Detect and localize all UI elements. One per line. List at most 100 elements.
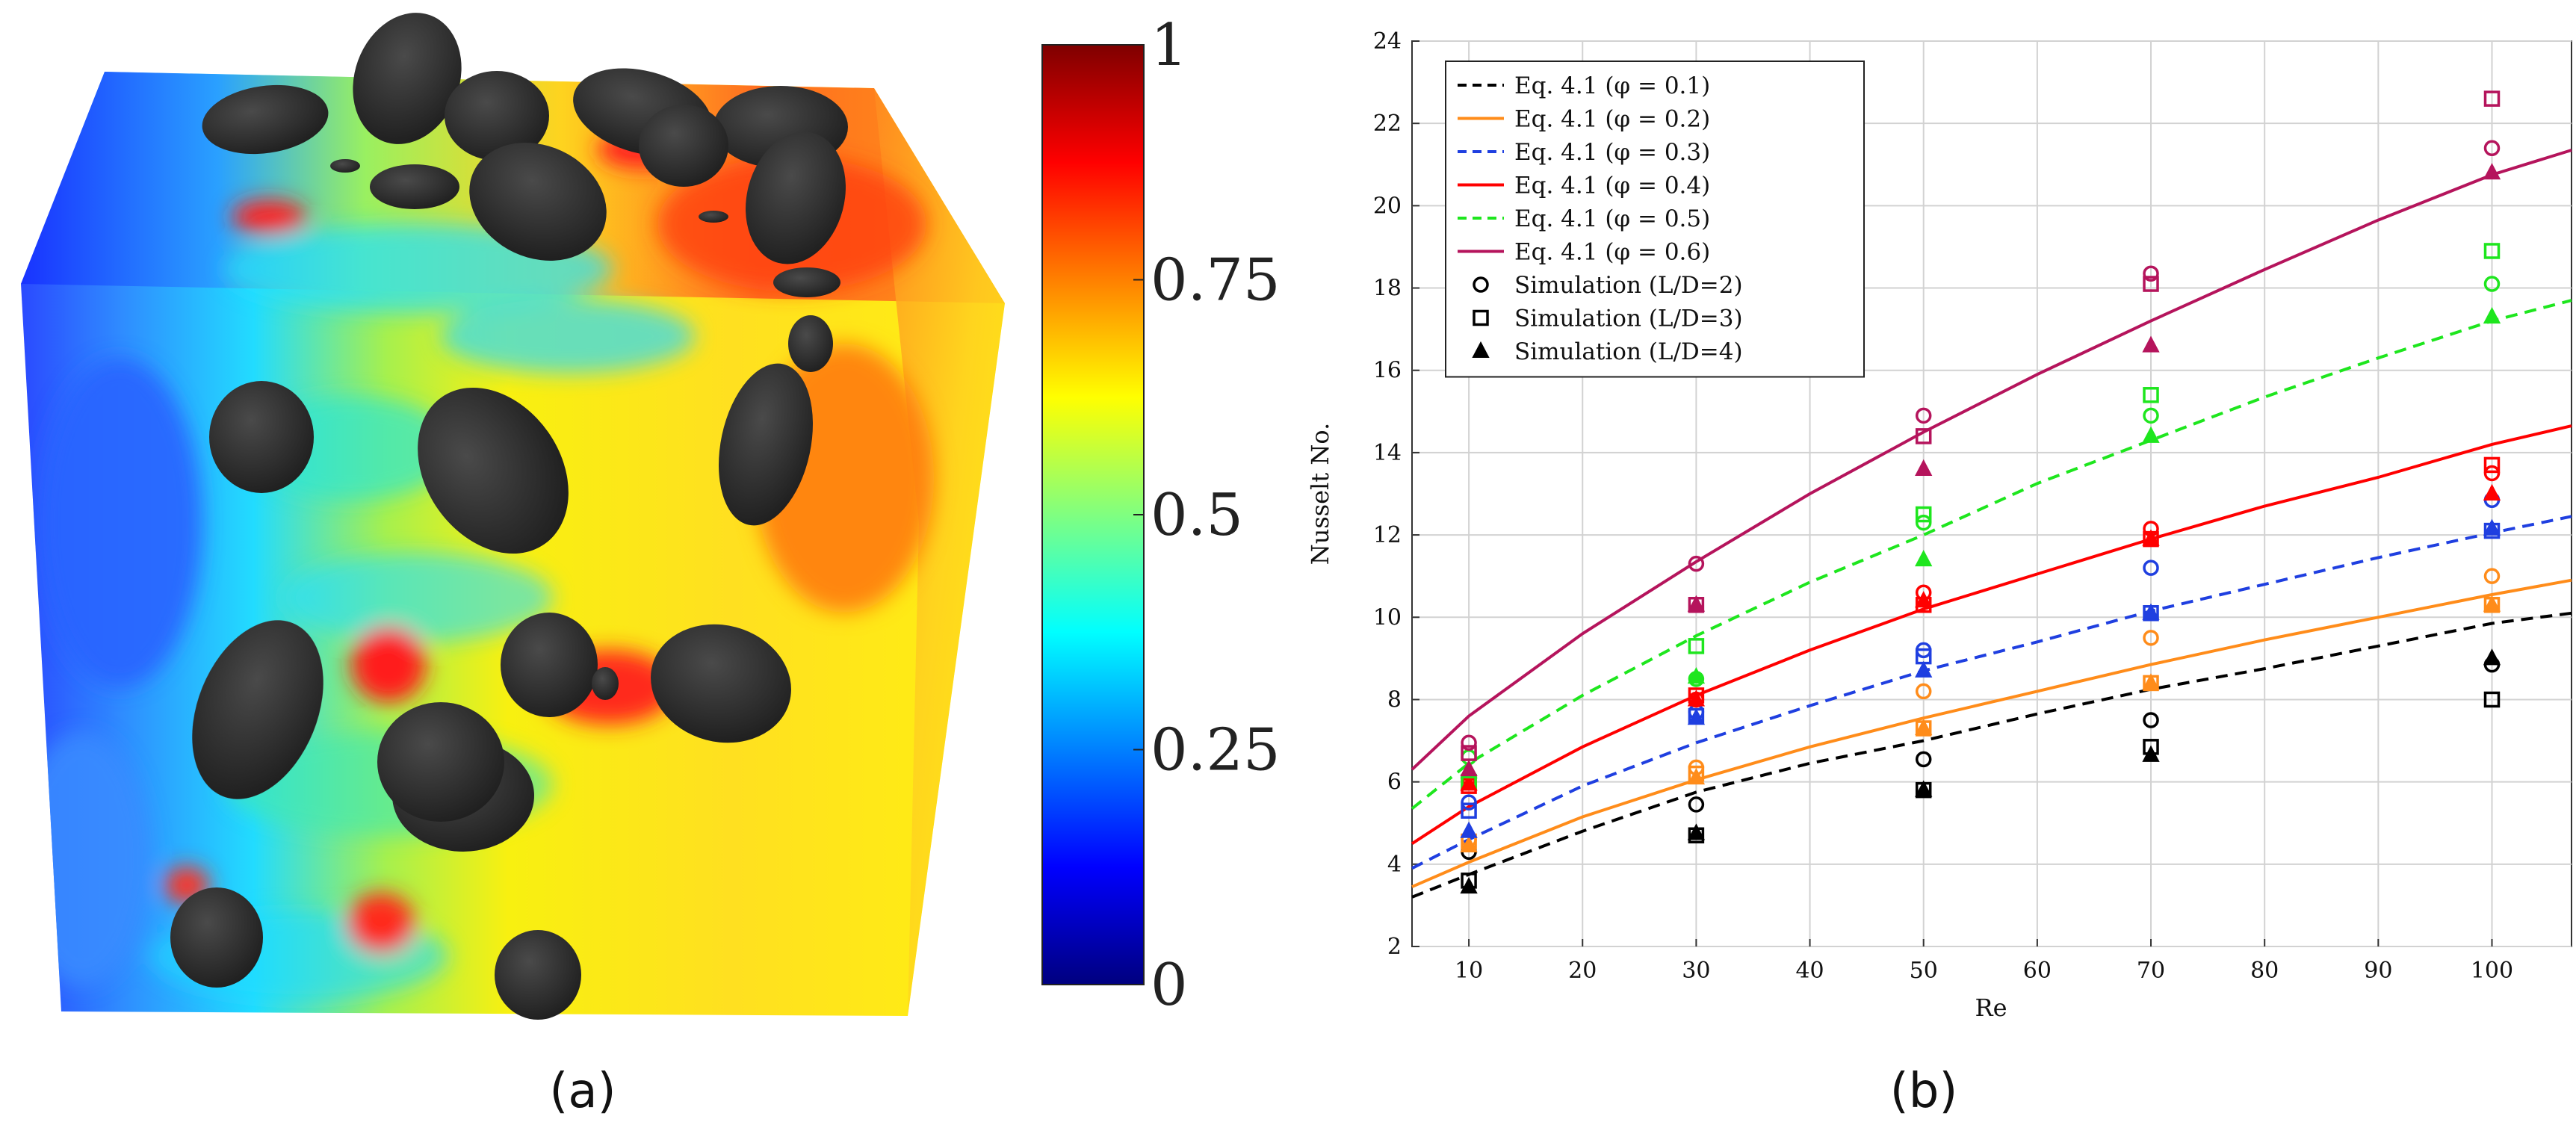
data-point-triangle: [1915, 660, 1933, 678]
data-point-square: [2483, 456, 2501, 474]
data-point-circle: [1461, 794, 1477, 811]
data-point-circle: [2143, 630, 2159, 646]
data-point-triangle: [2142, 335, 2160, 353]
data-point-circle: [1461, 734, 1477, 752]
data-point-square: [1915, 428, 1932, 444]
data-point-square: [1473, 309, 1489, 326]
data-point-triangle: [2483, 163, 2501, 180]
series-line: [1411, 149, 2572, 771]
data-point-triangle: [2142, 529, 2160, 546]
x-tick-label: 100: [2471, 958, 2513, 984]
legend-entry-label: Simulation (L/D=4): [1514, 338, 1743, 365]
x-tick-label: 60: [2023, 958, 2052, 984]
particle: [418, 387, 569, 554]
y-tick-label: 20: [1373, 193, 1402, 219]
panel-b-label: (b): [1890, 1064, 1958, 1119]
particle: [377, 702, 504, 822]
x-tick-label: 40: [1795, 958, 1824, 984]
particle: [209, 381, 314, 493]
y-tick-label: 14: [1373, 440, 1402, 466]
y-tick-label: 4: [1387, 852, 1402, 878]
particle: [170, 887, 263, 988]
particle: [192, 620, 323, 799]
colorbar-tick-label: 0.5: [1151, 482, 1243, 549]
data-point-circle: [1688, 555, 1705, 572]
data-point-circle: [2483, 140, 2501, 156]
data-point-circle: [1915, 407, 1932, 424]
data-point-circle: [2483, 276, 2501, 292]
legend-box: [1445, 61, 1865, 378]
legend-entry-label: Eq. 4.1 (φ = 0.4): [1514, 173, 1710, 199]
legend-entry-label: Eq. 4.1 (φ = 0.2): [1514, 106, 1710, 133]
data-point-circle: [1473, 276, 1489, 293]
y-tick-label: 2: [1387, 934, 1402, 960]
particle: [788, 315, 833, 372]
particle: [773, 267, 840, 297]
series-line: [1411, 611, 2572, 899]
particle: [699, 211, 728, 223]
series-line: [1411, 515, 2572, 870]
legend-entry-label: Eq. 4.1 (φ = 0.3): [1514, 139, 1710, 166]
x-tick-label: 50: [1910, 958, 1938, 984]
data-point-circle: [1915, 751, 1932, 768]
colorbar: 1 0.75 0.5 0.25 0: [1041, 12, 1281, 1019]
particle: [445, 71, 549, 161]
data-point-triangle: [1460, 876, 1478, 894]
grid: [1412, 40, 2572, 947]
legend: Eq. 4.1 (φ = 0.1) Eq. 4.1 (φ = 0.2) Eq. 4.…: [1445, 61, 1865, 378]
data-point-triangle: [1460, 821, 1478, 838]
x-tick-label: 90: [2364, 958, 2392, 984]
data-point-triangle: [2483, 518, 2501, 536]
data-point-triangle: [1687, 767, 1706, 785]
series-line: [1411, 578, 2572, 888]
data-point-triangle: [2483, 648, 2501, 666]
colorbar-tick-label: 0.25: [1151, 717, 1281, 784]
data-point-triangle: [1472, 341, 1490, 358]
y-axis-label: Nusselt No.: [1306, 423, 1334, 566]
colorbar-tick-label: 1: [1151, 12, 1188, 79]
data-point-square: [2143, 276, 2159, 292]
data-point-circle: [2143, 712, 2159, 728]
legend-entry-label: Eq. 4.1 (φ = 0.1): [1514, 72, 1710, 99]
legend-entry-label: Eq. 4.1 (φ = 0.6): [1514, 239, 1710, 266]
y-tick-label: 16: [1373, 358, 1402, 384]
y-tick-label: 18: [1373, 276, 1402, 302]
data-point-square: [1461, 802, 1477, 819]
x-tick-label: 10: [1455, 958, 1483, 984]
y-tick-label: 24: [1373, 28, 1402, 55]
data-point-triangle: [2142, 603, 2160, 620]
x-axis-label: Re: [1975, 994, 2007, 1022]
cube-side-face: [874, 88, 1005, 1016]
y-tick-label: 12: [1373, 522, 1402, 548]
particle: [370, 164, 459, 209]
data-point-square: [2483, 90, 2501, 107]
data-point-circle: [2483, 465, 2501, 482]
data-point-triangle: [1460, 835, 1478, 853]
colorbar-ticks: 1 0.75 0.5 0.25 0: [1133, 12, 1281, 1019]
y-tick-label: 8: [1387, 687, 1402, 713]
legend-entry-label: Eq. 4.1 (φ = 0.5): [1514, 205, 1710, 232]
colorbar-tick-label: 0: [1151, 952, 1188, 1019]
data-point-triangle: [1915, 718, 1933, 736]
y-tick-label: 10: [1373, 604, 1402, 630]
data-point-triangle: [2483, 483, 2501, 501]
x-tick-label: 20: [1568, 958, 1597, 984]
scatter-points: [1460, 90, 2501, 894]
particle: [202, 84, 329, 155]
particle: [353, 13, 462, 144]
legend-entry-label: Simulation (L/D=3): [1514, 306, 1743, 332]
data-point-circle: [2143, 560, 2159, 576]
particle: [495, 930, 581, 1020]
data-point-triangle: [1460, 759, 1478, 777]
data-point-circle: [1688, 796, 1705, 813]
colorbar-bar: [1041, 44, 1145, 985]
particle: [719, 363, 813, 526]
particle: [651, 624, 791, 743]
axis-ticks: 10 20 30 40 50 60 70 80 90 1002468101214161820222…: [1373, 28, 2513, 984]
data-point-triangle: [2142, 673, 2160, 690]
data-point-triangle: [1687, 690, 1706, 707]
x-tick-label: 80: [2250, 958, 2279, 984]
data-point-triangle: [1915, 591, 1933, 608]
data-point-circle: [2483, 568, 2501, 584]
